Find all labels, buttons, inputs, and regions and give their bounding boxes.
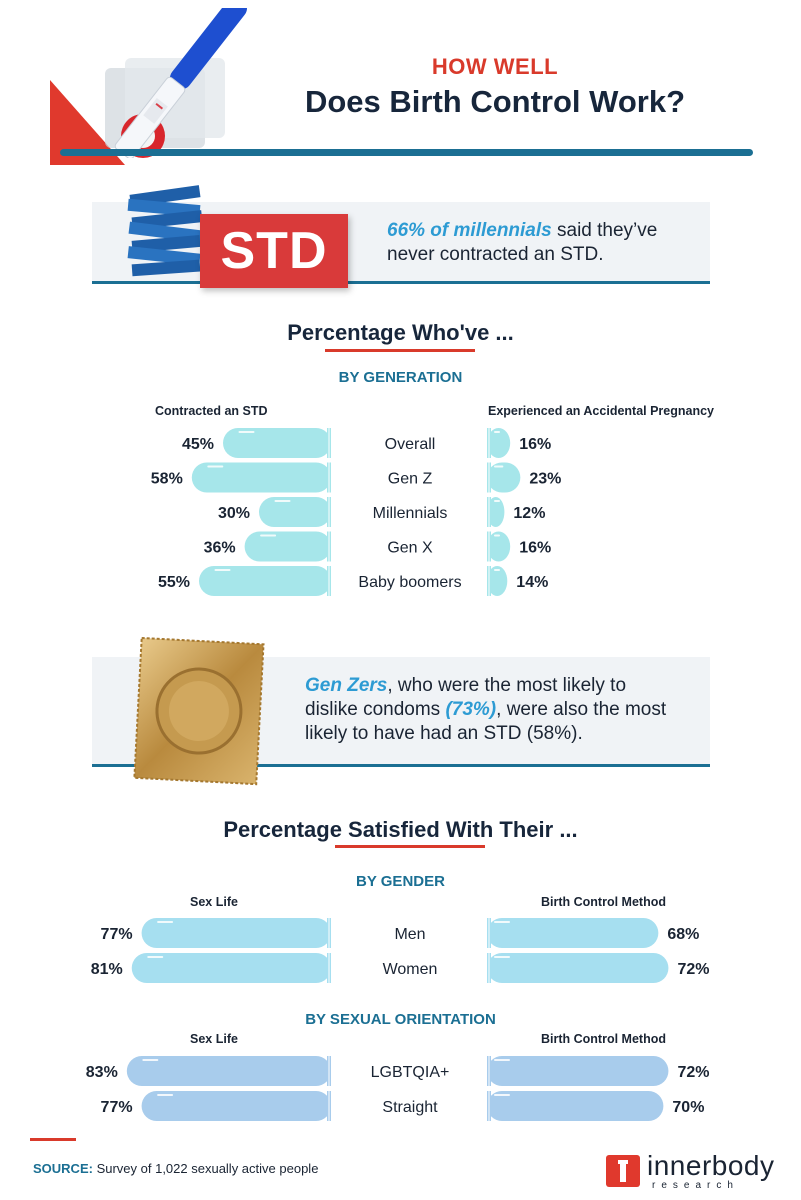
label-sex-life-women: 81% (91, 961, 123, 978)
label-experienced-an-accidental-pregnancy-millennials: 12% (513, 505, 545, 522)
bar-contracted-an-std-gen-z (191, 462, 331, 493)
category-millennials: Millennials (373, 505, 448, 522)
category-gen-z: Gen Z (388, 471, 433, 488)
gender-chart: 77% Men 68% 81% Women 72% (91, 918, 709, 983)
bar-experienced-an-accidental-pregnancy-millennials (487, 497, 505, 527)
label-contracted-an-std-millennials: 30% (218, 505, 250, 522)
logo-subtitle: research (652, 1180, 739, 1191)
label-contracted-an-std-baby-boomers: 55% (158, 574, 190, 591)
bar-experienced-an-accidental-pregnancy-overall (487, 428, 511, 458)
callout-genz-underline (92, 764, 710, 767)
category-gen-x: Gen X (387, 540, 433, 557)
bar-contracted-an-std-overall (223, 428, 331, 458)
callout-genz-highlight2: (73%) (445, 699, 497, 720)
gender-subhead: BY GENDER (356, 873, 445, 890)
callout-genz-line2b: , were also the most (496, 699, 667, 720)
label-experienced-an-accidental-pregnancy-gen-x: 16% (519, 540, 551, 557)
callout-std-highlight: 66% of millennials (387, 220, 552, 241)
page-title: Does Birth Control Work? (304, 84, 686, 119)
bar-sex-life-straight (141, 1091, 331, 1121)
section2-underline (335, 845, 485, 848)
source-note: SOURCE: Survey of 1,022 sexually active … (33, 1161, 318, 1176)
source-text: Survey of 1,022 sexually active people (92, 1161, 319, 1176)
bar-birth-control-method-lgbtqia (487, 1056, 669, 1086)
orientation-right-column-header: Birth Control Method (541, 1032, 666, 1046)
callout-std-line1: said they’ve (551, 220, 658, 241)
category-men: Men (394, 926, 425, 943)
bar-sex-life-men (141, 918, 331, 948)
category-baby-boomers: Baby boomers (358, 574, 461, 591)
bar-birth-control-method-straight (487, 1091, 664, 1121)
label-experienced-an-accidental-pregnancy-baby-boomers: 14% (516, 574, 548, 591)
pregnancy-test-illustration (105, 8, 247, 158)
bar-birth-control-method-women (487, 953, 669, 983)
label-birth-control-method-straight: 70% (672, 1099, 704, 1116)
category-straight: Straight (382, 1099, 438, 1116)
label-birth-control-method-women: 72% (677, 961, 709, 978)
label-contracted-an-std-overall: 45% (182, 436, 214, 453)
callout-genz-highlight: Gen Zers (305, 675, 388, 696)
callout-std-underline (92, 281, 710, 284)
bar-experienced-an-accidental-pregnancy-gen-z (487, 462, 521, 493)
source-label: SOURCE: (33, 1161, 93, 1176)
category-overall: Overall (385, 436, 436, 453)
innerbody-logo-icon (606, 1155, 640, 1187)
section1-left-column-header: Contracted an STD (155, 404, 268, 418)
label-experienced-an-accidental-pregnancy-gen-z: 23% (529, 471, 561, 488)
callout-genz-line2a: dislike condoms (305, 699, 446, 720)
label-sex-life-straight: 77% (101, 1099, 133, 1116)
section2-title: Percentage Satisfied With Their ... (223, 817, 578, 842)
logo-wordmark: innerbody (647, 1150, 775, 1181)
callout-genz-line1: , who were the most likely to (387, 675, 627, 696)
label-experienced-an-accidental-pregnancy-overall: 16% (519, 436, 551, 453)
callout-std-text: 66% of millennials said they’ve never co… (387, 219, 697, 267)
header-divider (60, 149, 753, 156)
bar-experienced-an-accidental-pregnancy-gen-x (487, 531, 511, 562)
condom-stack-illustration (127, 185, 203, 277)
bar-contracted-an-std-millennials (259, 497, 331, 527)
label-sex-life-lgbtqia: 83% (86, 1064, 118, 1081)
bar-experienced-an-accidental-pregnancy-baby-boomers (487, 566, 508, 596)
section1-underline (325, 349, 475, 352)
label-contracted-an-std-gen-x: 36% (204, 540, 236, 557)
section1-subhead: BY GENERATION (338, 369, 463, 386)
category-women: Women (383, 961, 438, 978)
header-kicker: HOW WELL (431, 54, 559, 79)
bar-sex-life-lgbtqia (126, 1056, 331, 1086)
label-sex-life-men: 77% (101, 926, 133, 943)
condom-wrapper-illustration (133, 636, 265, 786)
source-accent-line (30, 1138, 76, 1141)
label-birth-control-method-men: 68% (667, 926, 699, 943)
orientation-left-column-header: Sex Life (190, 1032, 238, 1046)
gender-right-column-header: Birth Control Method (541, 895, 666, 909)
label-contracted-an-std-gen-z: 58% (151, 471, 183, 488)
gender-left-column-header: Sex Life (190, 895, 238, 909)
callout-genz-line3: likely to have had an STD (58%). (305, 723, 583, 744)
bar-birth-control-method-men (487, 918, 659, 948)
bar-contracted-an-std-gen-x (244, 531, 331, 562)
generation-chart: 45% Overall 16% 58% Gen Z 23% 30% Millennials 12… (151, 428, 561, 596)
callout-genz-text: Gen Zers, who were the most likely to di… (305, 674, 705, 746)
section1-right-column-header: Experienced an Accidental Pregnancy (488, 404, 715, 418)
section1-title: Percentage Who've ... (287, 320, 514, 345)
callout-std-line2: never contracted an STD. (387, 244, 604, 265)
category-lgbtqia: LGBTQIA+ (371, 1064, 450, 1081)
orientation-subhead: BY SEXUAL ORIENTATION (305, 1011, 496, 1028)
label-birth-control-method-lgbtqia: 72% (677, 1064, 709, 1081)
bar-sex-life-women (131, 953, 331, 983)
std-badge: STD (200, 214, 348, 288)
bar-contracted-an-std-baby-boomers (199, 566, 331, 596)
orientation-chart: 83% LGBTQIA+ 72% 77% Straight 70% (86, 1056, 709, 1121)
